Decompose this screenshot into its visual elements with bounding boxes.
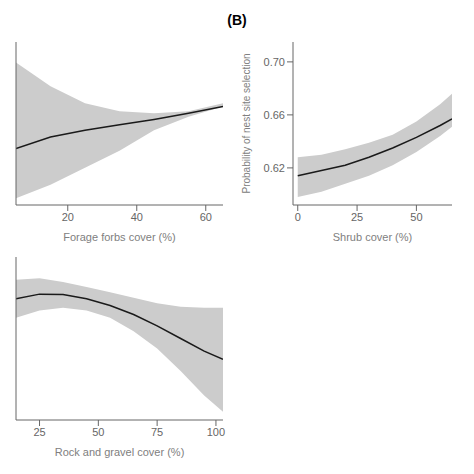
svg-text:60: 60 bbox=[200, 211, 212, 223]
svg-text:0.62: 0.62 bbox=[264, 162, 285, 174]
svg-text:20: 20 bbox=[62, 211, 74, 223]
svg-text:50: 50 bbox=[410, 211, 422, 223]
svg-text:0.66: 0.66 bbox=[264, 109, 285, 121]
svg-text:0.70: 0.70 bbox=[264, 56, 285, 68]
html-text:(B): (B) bbox=[227, 12, 247, 28]
svg-text:40: 40 bbox=[131, 211, 143, 223]
svg-text:50: 50 bbox=[92, 426, 104, 438]
svg-text:Probability of nest site selec: Probability of nest site selection bbox=[241, 53, 252, 193]
svg-text:25: 25 bbox=[351, 211, 363, 223]
svg-text:Rock and gravel cover (%): Rock and gravel cover (%) bbox=[55, 446, 185, 458]
svg-text:Forage forbs cover (%): Forage forbs cover (%) bbox=[63, 231, 175, 243]
svg-text:25: 25 bbox=[33, 426, 45, 438]
svg-text:Shrub cover (%): Shrub cover (%) bbox=[333, 231, 412, 243]
svg-text:100: 100 bbox=[207, 426, 225, 438]
svg-text:75: 75 bbox=[151, 426, 163, 438]
svg-text:0: 0 bbox=[295, 211, 301, 223]
